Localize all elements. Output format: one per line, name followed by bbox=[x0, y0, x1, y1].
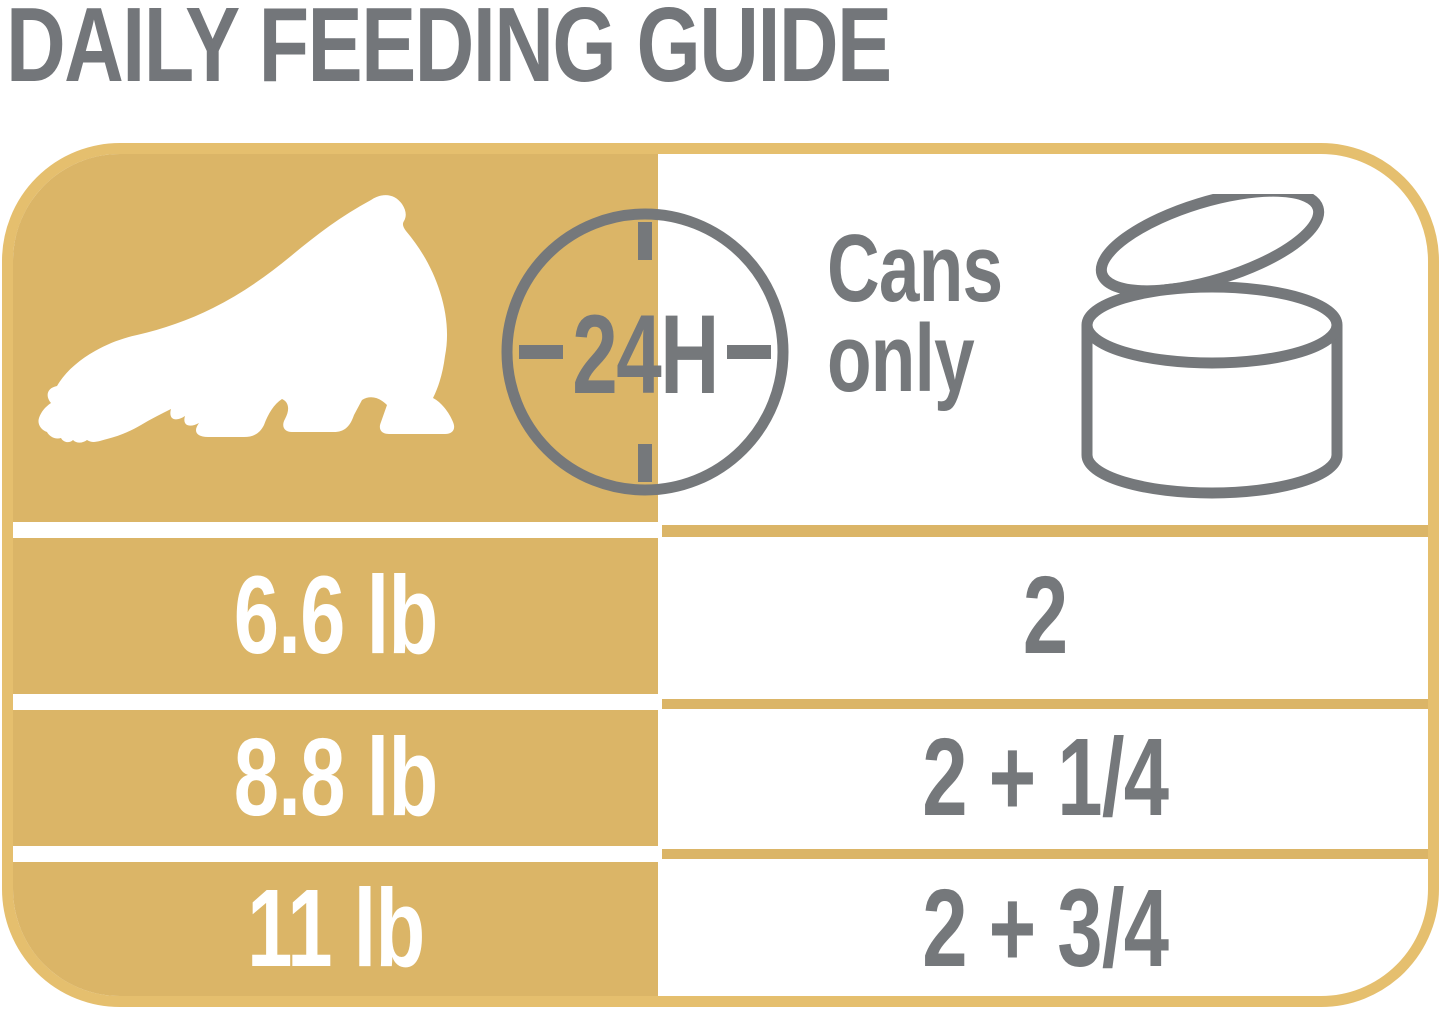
table-row-1-weight: 6.6 lb bbox=[233, 554, 438, 677]
can-rim bbox=[1081, 324, 1343, 369]
table-row-2-cans: 2 + 1/4 bbox=[921, 716, 1169, 839]
table-row-1-cans: 2 bbox=[1022, 554, 1068, 677]
divider-1-right bbox=[662, 525, 1428, 537]
table-row-3-weight: 11 lb bbox=[246, 867, 425, 990]
open-can-icon bbox=[1081, 194, 1343, 499]
clock-24h-label: 24H bbox=[572, 291, 718, 417]
cans-only-line2: only bbox=[827, 305, 975, 413]
divider-3-left bbox=[13, 846, 658, 862]
page-title: DAILY FEEDING GUIDE bbox=[6, 0, 892, 104]
divider-2-right bbox=[662, 699, 1428, 709]
divider-2-left bbox=[13, 694, 658, 710]
feeding-guide-card: 24H Cans only 6.6 lb 2 8.8 lb 2 + 1/4 bbox=[2, 143, 1439, 1007]
table-row-3-cans: 2 + 3/4 bbox=[921, 867, 1169, 990]
cans-only-line1: Cans bbox=[827, 215, 1003, 322]
can-lid bbox=[1095, 194, 1325, 297]
divider-3-right bbox=[662, 849, 1428, 859]
divider-1-left bbox=[13, 522, 658, 538]
clock-tick-left bbox=[519, 345, 563, 359]
table-row-2-weight: 8.8 lb bbox=[233, 716, 438, 839]
cans-only-note: Cans only bbox=[827, 215, 1003, 413]
clock-24h-icon: 24H bbox=[501, 208, 789, 496]
clock-tick-right bbox=[727, 345, 771, 359]
clock-tick-top bbox=[638, 222, 652, 260]
clock-tick-bottom bbox=[638, 444, 652, 482]
persian-cat-icon bbox=[38, 195, 455, 443]
can-body bbox=[1081, 281, 1343, 499]
